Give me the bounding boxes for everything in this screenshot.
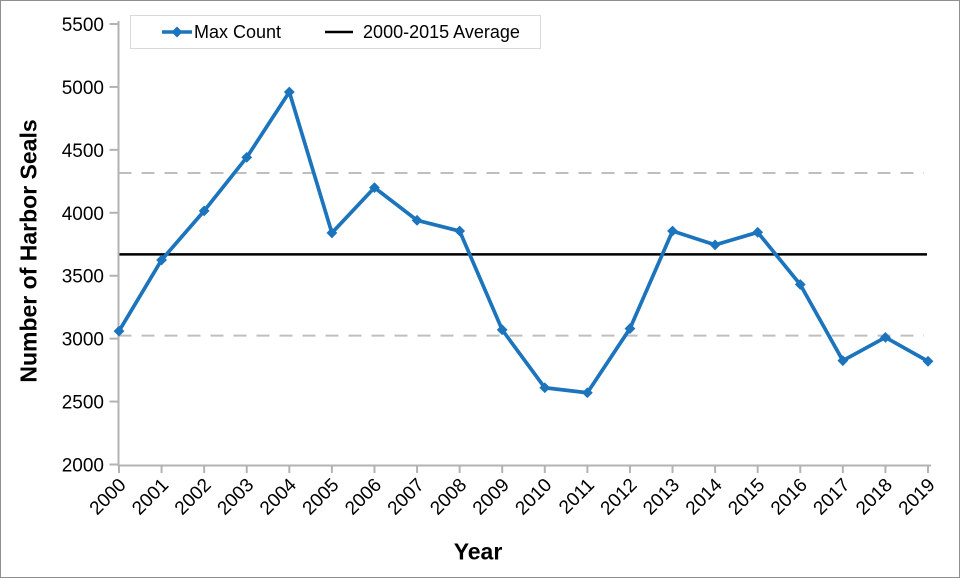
data-point-2004 — [283, 86, 295, 98]
x-tick-label: 2007 — [384, 475, 429, 520]
x-tick-label: 2017 — [810, 475, 855, 520]
y-tick-label: 5000 — [62, 78, 104, 99]
x-tick-label: 2019 — [895, 475, 940, 520]
x-tick-label: 2002 — [171, 475, 216, 520]
x-tick-label: 2011 — [555, 475, 599, 519]
legend-average-swatch — [325, 30, 354, 34]
x-tick-label: 2008 — [426, 475, 471, 520]
x-tick-label: 2014 — [682, 474, 727, 519]
y-tick-label: 3000 — [62, 330, 104, 351]
data-point-2002 — [198, 205, 210, 217]
x-tick-label: 2015 — [724, 475, 769, 520]
legend-label-max-count: Max Count — [194, 21, 282, 42]
y-tick-label: 4500 — [62, 141, 104, 162]
data-point-2015 — [752, 226, 764, 238]
legend: Max Count 2000-2015 Average — [130, 15, 541, 49]
data-point-2006 — [369, 182, 380, 194]
data-point-2016 — [794, 279, 806, 290]
data-point-2003 — [241, 152, 253, 163]
data-point-2007 — [411, 214, 423, 226]
y-axis-title: Number of Harbor Seals — [15, 119, 42, 383]
data-point-2018 — [880, 331, 891, 343]
data-point-2014 — [709, 239, 721, 251]
legend-max-count-swatch — [162, 26, 192, 38]
data-point-2009 — [496, 324, 508, 336]
y-tick-label: 4000 — [62, 204, 104, 225]
data-point-2019 — [922, 355, 934, 367]
x-tick-label: 2006 — [341, 475, 386, 520]
data-point-2010 — [539, 382, 551, 394]
max-count-line — [117, 90, 930, 395]
x-tick-label: 2013 — [639, 475, 684, 520]
data-point-2012 — [624, 323, 636, 334]
x-tick-label: 2005 — [299, 475, 344, 520]
legend-label-average: 2000-2015 Average — [363, 21, 520, 42]
x-tick-label: 2009 — [469, 475, 514, 520]
data-point-2017 — [837, 355, 849, 367]
x-axis-title: Year — [453, 538, 503, 565]
x-tick-label: 2000 — [86, 475, 131, 520]
x-tick-label: 2003 — [214, 475, 259, 520]
x-tick-label: 2016 — [767, 475, 812, 520]
y-tick-label: 5500 — [62, 15, 104, 36]
data-point-2013 — [667, 225, 678, 237]
x-tick-label: 2018 — [852, 475, 897, 520]
y-tick-label: 2000 — [62, 456, 104, 477]
data-point-2011 — [581, 387, 593, 399]
data-point-2005 — [326, 227, 338, 239]
data-point-2008 — [454, 225, 466, 237]
legend-diamond-marker-icon — [171, 26, 183, 38]
y-tick-label: 2500 — [62, 393, 104, 414]
x-tick-label: 2001 — [128, 475, 173, 520]
y-tick-label: 3500 — [62, 267, 104, 288]
x-tick-label: 2010 — [512, 475, 557, 520]
x-tick-label: 2004 — [256, 474, 301, 519]
x-tick-label: 2012 — [597, 475, 642, 520]
data-point-2000 — [113, 325, 125, 337]
data-point-2001 — [156, 254, 167, 266]
